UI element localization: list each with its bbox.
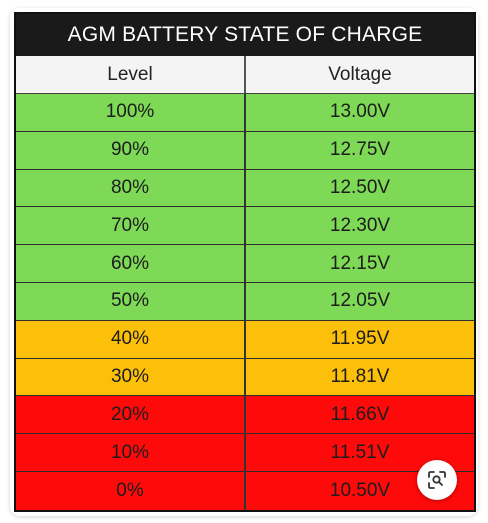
- table-row: 50% 12.05V: [16, 282, 474, 321]
- table-row: 20% 11.66V: [16, 396, 474, 435]
- voltage-cell: 12.75V: [329, 139, 391, 161]
- table-row: 0% 10.50V: [16, 471, 474, 510]
- level-cell: 60%: [16, 245, 246, 282]
- level-cell: 80%: [16, 169, 246, 207]
- level-cell: 90%: [16, 131, 246, 169]
- level-cell: 30%: [16, 358, 246, 396]
- voltage-cell: 11.66V: [330, 403, 390, 425]
- voltage-cell: 12.50V: [329, 176, 391, 198]
- visual-search-button[interactable]: [417, 460, 457, 500]
- table-title: AGM BATTERY STATE OF CHARGE: [16, 14, 474, 56]
- level-cell: 50%: [16, 282, 246, 320]
- voltage-cell: 12.05V: [329, 290, 391, 312]
- level-cell: 40%: [16, 320, 246, 358]
- column-header-voltage: Voltage: [328, 63, 392, 85]
- charge-table: AGM BATTERY STATE OF CHARGE Level Voltag…: [14, 12, 476, 512]
- table-row: 40% 11.95V: [16, 320, 474, 359]
- table-body: 100% 13.00V 90% 12.75V 80% 12.50V 70% 12.30V 60%…: [16, 94, 474, 510]
- table-row: 60% 12.15V: [16, 245, 474, 283]
- table-row: 70% 12.30V: [16, 207, 474, 246]
- table-row: 90% 12.75V: [16, 131, 474, 170]
- table-row: 100% 13.00V: [16, 94, 474, 132]
- level-cell: 10%: [16, 434, 246, 471]
- table-row: 80% 12.50V: [16, 169, 474, 208]
- voltage-cell: 11.51V: [330, 441, 390, 463]
- voltage-cell: 12.15V: [329, 252, 391, 274]
- table-row: 10% 11.51V: [16, 434, 474, 472]
- level-cell: 100%: [16, 94, 246, 131]
- level-cell: 0%: [16, 471, 246, 510]
- voltage-cell: 10.50V: [329, 479, 391, 501]
- voltage-cell: 11.81V: [330, 365, 390, 387]
- level-cell: 20%: [16, 396, 246, 434]
- table-row: 30% 11.81V: [16, 358, 474, 397]
- voltage-cell: 12.30V: [329, 214, 391, 236]
- visual-search-icon: [428, 471, 446, 489]
- voltage-cell: 11.95V: [330, 328, 390, 350]
- level-cell: 70%: [16, 207, 246, 245]
- column-header-level: Level: [16, 56, 246, 93]
- table-header: Level Voltage: [16, 56, 474, 94]
- voltage-cell: 13.00V: [329, 101, 391, 123]
